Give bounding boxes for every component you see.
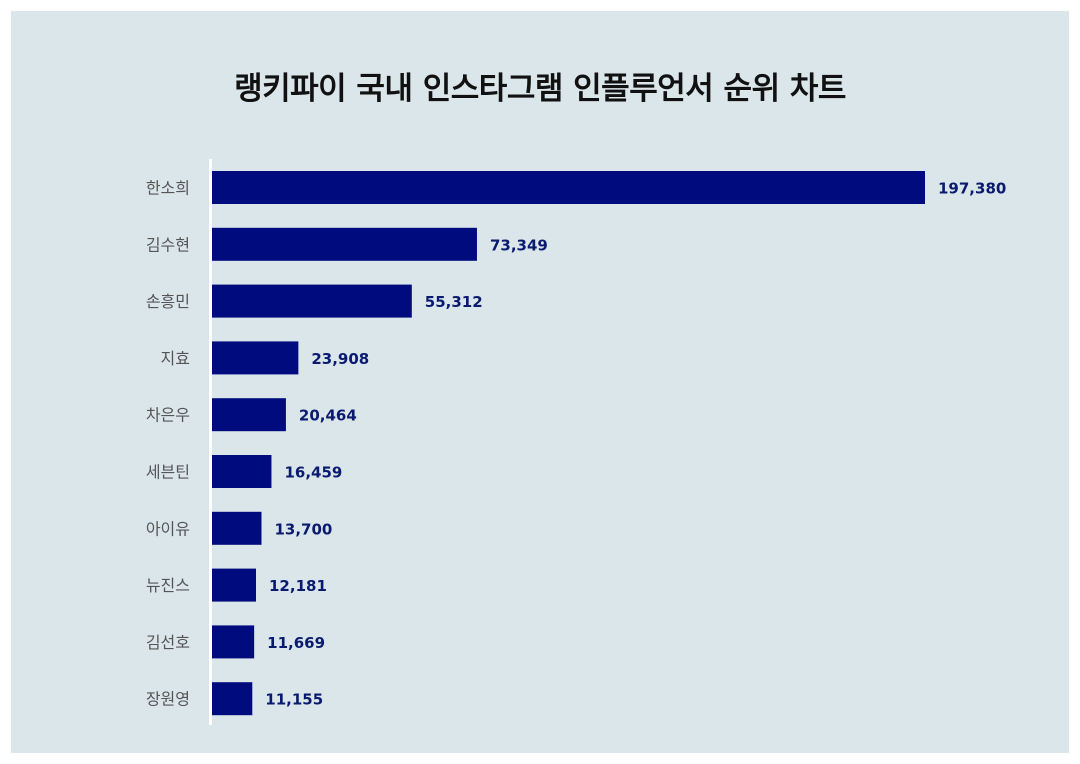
category-label-5: 차은우 <box>146 406 190 425</box>
category-label-3: 손흥민 <box>146 292 190 311</box>
bar-chart: 한소희 197,380 김수현 73,349 손흥민 55,312 지효 23,908 차은우 2… <box>146 159 1006 725</box>
chart-frame: 랭키파이 국내 인스타그램 인플루언서 순위 차트 한소희 197,380 김수현 7… <box>11 11 1069 753</box>
bars-group: 한소희 197,380 김수현 73,349 손흥민 55,312 지효 23,908 차은우 2… <box>146 171 1006 716</box>
category-label-8: 뉴진스 <box>146 576 190 595</box>
category-label-10: 장원영 <box>146 690 190 709</box>
value-label-10: 11,155 <box>265 691 323 709</box>
category-label-2: 김수현 <box>146 235 190 254</box>
bar-8 <box>212 568 257 602</box>
bar-6 <box>212 455 272 488</box>
category-label-6: 세븐틴 <box>146 463 190 482</box>
bar-9 <box>212 625 255 659</box>
value-label-1: 197,380 <box>938 180 1006 198</box>
value-label-6: 16,459 <box>284 464 342 482</box>
bar-2 <box>212 227 477 261</box>
category-label-9: 김선호 <box>146 633 190 652</box>
value-label-8: 12,181 <box>269 577 327 595</box>
value-label-7: 13,700 <box>274 520 332 538</box>
category-label-7: 아이유 <box>146 519 190 538</box>
bar-10 <box>212 682 253 716</box>
value-label-2: 73,349 <box>490 236 548 254</box>
bar-7 <box>212 511 262 545</box>
value-label-3: 55,312 <box>425 293 483 311</box>
value-label-9: 11,669 <box>267 634 325 652</box>
value-label-4: 23,908 <box>311 350 369 368</box>
bar-5 <box>212 398 286 432</box>
bar-1 <box>212 171 925 204</box>
value-label-5: 20,464 <box>299 407 357 425</box>
category-label-1: 한소희 <box>146 179 190 198</box>
bar-4 <box>212 341 299 375</box>
bar-3 <box>212 284 412 318</box>
chart-title: 랭키파이 국내 인스타그램 인플루언서 순위 차트 <box>234 71 846 107</box>
category-label-4: 지효 <box>161 349 190 368</box>
